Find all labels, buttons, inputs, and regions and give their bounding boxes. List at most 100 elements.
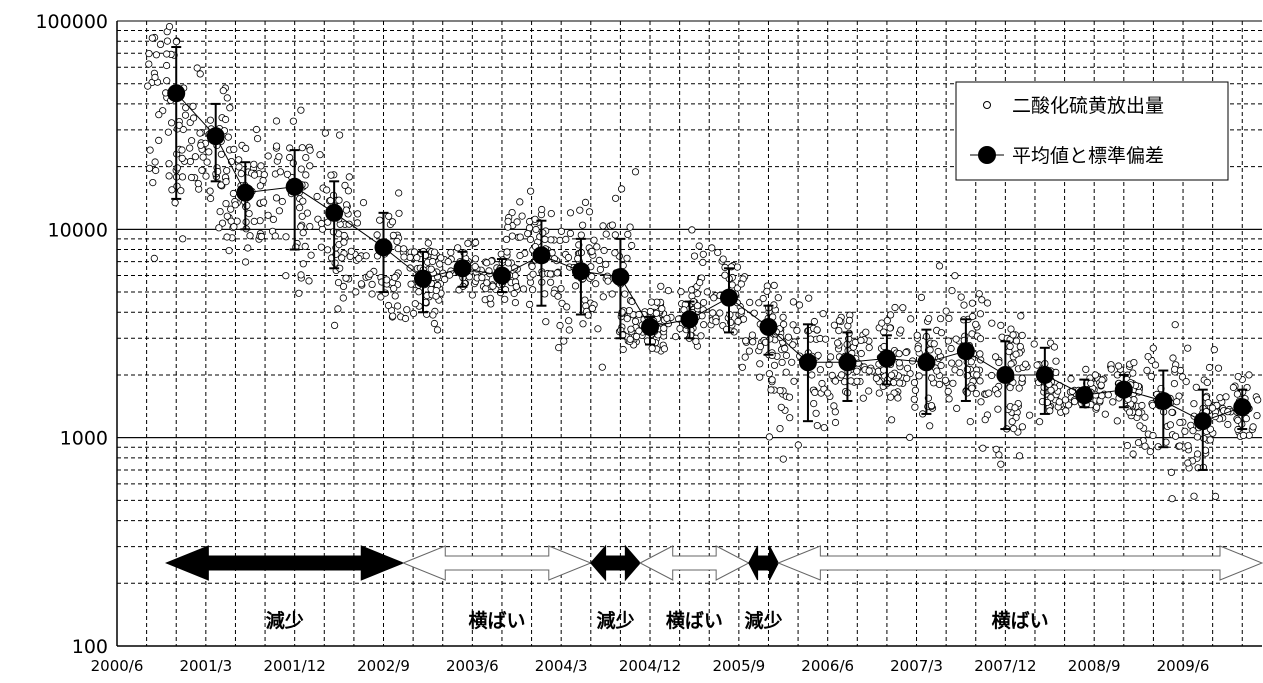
scatter-point	[395, 209, 403, 217]
scatter-point	[1082, 365, 1090, 373]
scatter-point	[1253, 411, 1261, 420]
scatter-point	[366, 270, 374, 278]
scatter-point	[579, 320, 587, 328]
scatter-point	[1205, 363, 1214, 372]
scatter-point	[246, 232, 254, 240]
scatter-point	[177, 187, 185, 195]
scatter-point	[222, 115, 230, 124]
scatter-point	[299, 197, 307, 205]
scatter-point	[542, 318, 550, 326]
scatter-point	[352, 288, 360, 296]
scatter-point	[646, 307, 655, 316]
scatter-point	[828, 371, 836, 379]
scatter-point	[565, 317, 573, 325]
scatter-point	[576, 206, 584, 214]
scatter-point	[260, 171, 268, 179]
scatter-point	[608, 290, 616, 298]
scatter-point	[1138, 401, 1146, 410]
scatter-point	[1087, 379, 1095, 387]
x-tick-label: 2008/9	[1068, 657, 1121, 675]
scatter-point	[598, 363, 606, 371]
scatter-point	[1172, 432, 1180, 440]
scatter-point	[519, 285, 528, 293]
scatter-point	[256, 217, 264, 225]
scatter-point	[529, 270, 537, 278]
scatter-point	[471, 262, 479, 271]
scatter-point	[973, 371, 981, 379]
scatter-point	[741, 353, 749, 361]
scatter-point	[1234, 372, 1242, 381]
scatter-point	[794, 441, 802, 449]
scatter-point	[934, 347, 942, 356]
scatter-point	[894, 394, 902, 402]
scatter-point	[826, 353, 835, 361]
scatter-point	[1210, 346, 1218, 354]
scatter-point	[1012, 350, 1020, 358]
scatter-point	[712, 318, 720, 326]
scatter-point	[1015, 452, 1024, 460]
scatter-point	[988, 371, 996, 380]
scatter-point	[1061, 396, 1070, 404]
phase-arrow	[401, 545, 593, 581]
scatter-point	[1190, 400, 1198, 408]
scatter-point	[1141, 413, 1149, 421]
scatter-point	[632, 332, 641, 341]
scatter-point	[555, 343, 563, 352]
scatter-point	[805, 294, 813, 302]
scatter-point	[738, 363, 747, 371]
scatter-point	[756, 342, 765, 351]
scatter-point	[433, 326, 442, 334]
scatter-point	[699, 250, 707, 258]
scatter-point	[1123, 441, 1132, 450]
scatter-point	[155, 136, 163, 144]
phase-label: 減少	[596, 609, 634, 632]
scatter-point	[1036, 418, 1044, 426]
scatter-point	[941, 376, 950, 384]
scatter-point	[621, 290, 629, 298]
scatter-point	[224, 133, 232, 141]
scatter-point	[925, 314, 933, 323]
scatter-point	[903, 374, 911, 382]
scatter-point	[784, 333, 793, 341]
scatter-point	[578, 221, 587, 229]
scatter-point	[733, 263, 742, 271]
scatter-point	[546, 270, 555, 278]
mean-marker	[453, 259, 472, 278]
scatter-point	[737, 280, 745, 288]
scatter-point	[445, 271, 454, 279]
scatter-point	[400, 253, 408, 261]
scatter-point	[173, 164, 181, 172]
scatter-point	[444, 258, 452, 266]
scatter-point	[1097, 381, 1105, 389]
scatter-point	[592, 280, 600, 288]
scatter-point	[464, 239, 472, 247]
scatter-point	[957, 293, 965, 301]
scatter-point	[966, 417, 974, 426]
scatter-point	[301, 242, 309, 250]
phase-arrow	[590, 544, 641, 582]
scatter-point	[353, 210, 362, 218]
scatter-point	[145, 60, 153, 68]
scatter-point	[1194, 450, 1202, 458]
scatter-point	[1193, 433, 1202, 441]
scatter-point	[216, 208, 224, 216]
scatter-point	[782, 351, 791, 360]
scatter-point	[913, 331, 921, 339]
scatter-point	[933, 367, 941, 375]
mean-marker	[719, 288, 738, 307]
scatter-point	[429, 311, 437, 319]
scatter-point	[1050, 343, 1059, 351]
scatter-point	[546, 278, 555, 286]
scatter-point	[927, 401, 936, 410]
scatter-point	[976, 377, 984, 385]
x-tick-label: 2009/6	[1157, 657, 1210, 675]
scatter-point	[994, 390, 1002, 398]
scatter-point	[688, 226, 696, 234]
scatter-point	[230, 223, 238, 231]
scatter-point	[1115, 362, 1123, 370]
scatter-point	[887, 371, 896, 379]
y-tick-label: 100000	[35, 11, 108, 33]
scatter-point	[271, 232, 279, 240]
mean-marker	[1154, 391, 1173, 410]
